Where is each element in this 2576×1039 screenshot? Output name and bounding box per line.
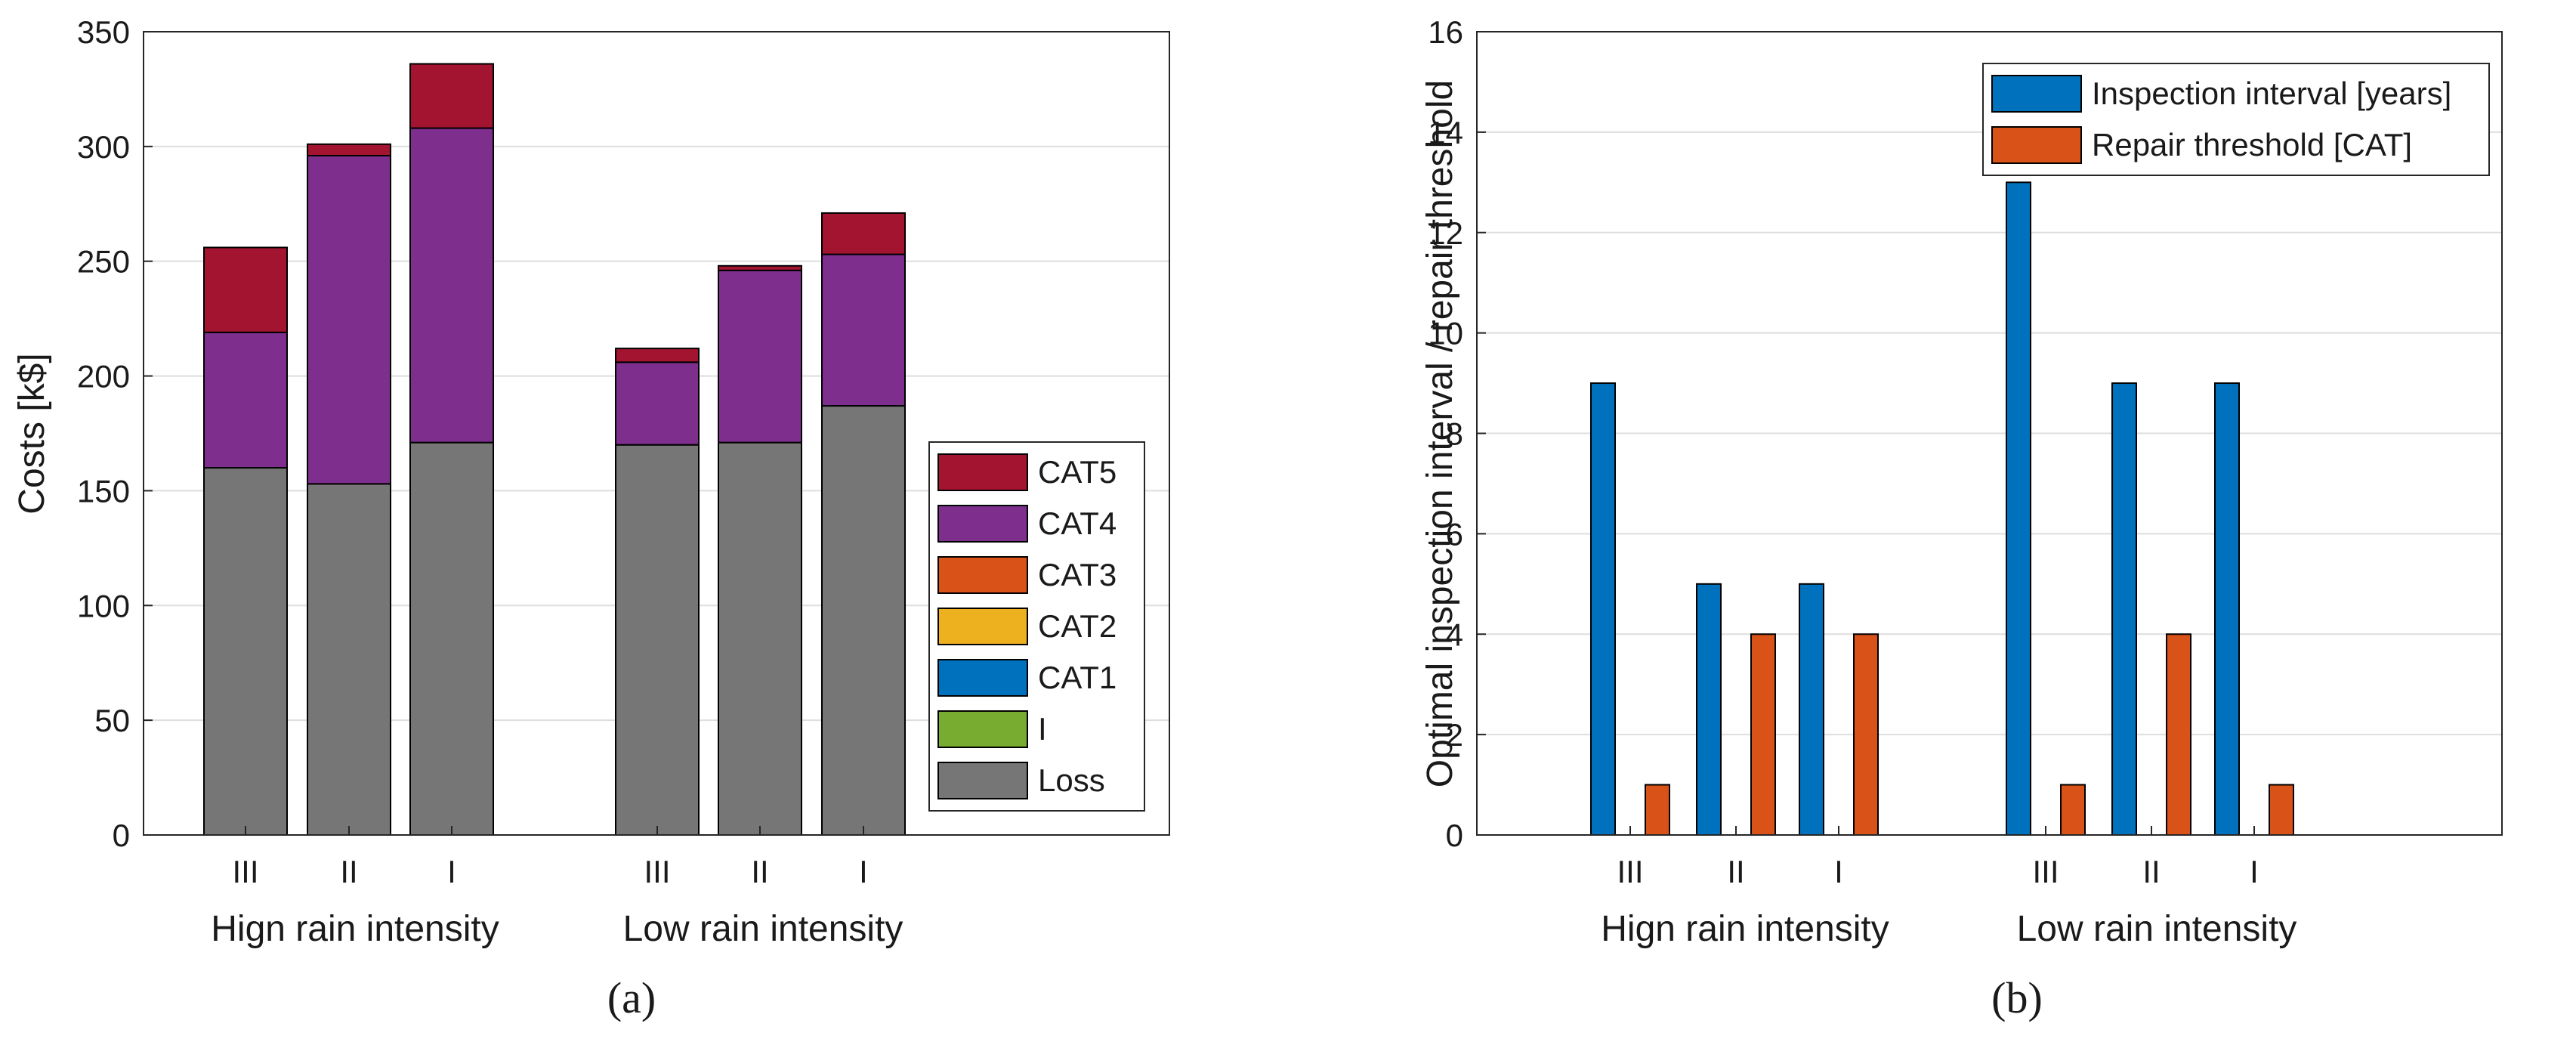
- legend-label: CAT5: [1038, 454, 1117, 490]
- bar-repair-threshold: [2166, 633, 2191, 836]
- a-legend: CAT5 CAT4 CAT3 CAT2 CAT1 I Loss: [928, 441, 1145, 812]
- legend-swatch: [937, 608, 1028, 645]
- legend-label: CAT2: [1038, 608, 1117, 644]
- x-tick-label: II: [751, 854, 768, 889]
- legend-label: I: [1038, 711, 1047, 747]
- y-tick-label: 14: [1428, 115, 1463, 150]
- y-tick-label: 300: [77, 129, 130, 165]
- y-tick-label: 12: [1428, 215, 1463, 251]
- bar-inspection-interval: [1590, 382, 1616, 836]
- bar-inspection-interval: [1696, 583, 1722, 836]
- bar-segment-loss: [307, 483, 391, 836]
- y-tick-label: 10: [1428, 316, 1463, 351]
- a-y-ticks: 0 50 100 150 200 250 300 350: [77, 14, 153, 853]
- legend-swatch: [937, 659, 1028, 697]
- x-tick-label: II: [1727, 854, 1744, 889]
- bar-repair-threshold: [1645, 784, 1670, 836]
- bar-segment-cat5: [718, 264, 802, 271]
- legend-swatch: [937, 505, 1028, 543]
- bar-segment-cat4: [615, 361, 700, 446]
- bar-inspection-interval: [1799, 583, 1824, 836]
- bar-repair-threshold: [1853, 633, 1879, 836]
- legend-swatch: [1991, 126, 2082, 164]
- y-tick-label: 50: [94, 703, 130, 738]
- a-group-label-low: Low rain intensity: [623, 909, 903, 949]
- legend-label: Repair threshold [CAT]: [2092, 127, 2412, 162]
- y-tick-label: 100: [77, 588, 130, 623]
- x-tick-label: I: [2250, 854, 2259, 889]
- x-tick-label: III: [232, 854, 258, 889]
- bar-segment-cat5: [307, 143, 391, 157]
- bar-segment-loss: [409, 441, 494, 836]
- y-tick-label: 0: [113, 818, 130, 853]
- legend-label: CAT3: [1038, 557, 1117, 592]
- x-tick-label: I: [447, 854, 456, 889]
- legend-label: CAT1: [1038, 660, 1117, 695]
- legend-swatch: [937, 556, 1028, 594]
- b-legend: Inspection interval [years] Repair thresh…: [1982, 63, 2490, 176]
- b-gridlines: [1477, 131, 2502, 736]
- b-y-axis-label: Optimal inspection interval / repair thr…: [1420, 80, 1460, 787]
- bar-repair-threshold: [2060, 784, 2086, 836]
- b-group-label-high: Hign rain intensity: [1601, 909, 1889, 949]
- bar-segment-loss: [615, 444, 700, 836]
- legend-swatch: [937, 762, 1028, 799]
- bar-segment-cat4: [203, 331, 288, 469]
- x-tick-label: III: [644, 854, 670, 889]
- bar-segment-cat4: [307, 155, 391, 485]
- bar-segment-loss: [203, 467, 288, 836]
- bar-segment-cat4: [409, 127, 494, 444]
- x-tick-label: III: [1617, 854, 1643, 889]
- a-x-ticks: III II I III II I: [232, 826, 868, 889]
- y-tick-label: 150: [77, 473, 130, 509]
- a-group-label-high: Hign rain intensity: [211, 909, 499, 949]
- y-tick-label: 350: [77, 14, 130, 50]
- x-tick-label: I: [859, 854, 868, 889]
- bar-segment-cat5: [615, 348, 700, 363]
- b-group-label-low: Low rain intensity: [2017, 909, 2297, 949]
- bar-repair-threshold: [1750, 633, 1776, 836]
- bar-segment-cat4: [821, 253, 906, 407]
- y-tick-label: 8: [1446, 416, 1463, 452]
- b-panel-label: (b): [1991, 973, 2043, 1022]
- b-y-ticks: 0 2 4 6 8 10 12 14 16: [1428, 14, 1486, 853]
- legend-label: Loss: [1038, 762, 1105, 798]
- y-tick-label: 0: [1446, 818, 1463, 853]
- a-bars: [203, 63, 906, 836]
- legend-swatch: [937, 453, 1028, 491]
- a-y-axis-label: Costs [k$]: [12, 353, 52, 514]
- x-tick-label: III: [2032, 854, 2059, 889]
- legend-swatch: [1991, 75, 2082, 113]
- bar-inspection-interval: [2006, 181, 2031, 836]
- bar-segment-cat5: [203, 246, 288, 333]
- x-tick-label: I: [1834, 854, 1843, 889]
- x-tick-label: II: [2142, 854, 2160, 889]
- bar-inspection-interval: [2214, 382, 2240, 836]
- y-tick-label: 16: [1428, 14, 1463, 50]
- y-tick-label: 4: [1446, 617, 1463, 652]
- bar-segment-loss: [718, 441, 802, 836]
- bar-segment-cat5: [821, 212, 906, 255]
- a-panel-label: (a): [607, 973, 656, 1022]
- bar-inspection-interval: [2111, 382, 2137, 836]
- bar-segment-cat4: [718, 269, 802, 444]
- bar-repair-threshold: [2269, 784, 2294, 836]
- bar-segment-loss: [821, 405, 906, 836]
- bar-segment-cat5: [409, 63, 494, 129]
- b-bars: [1590, 181, 2294, 836]
- x-tick-label: II: [340, 854, 357, 889]
- y-tick-label: 2: [1446, 717, 1463, 753]
- y-tick-label: 200: [77, 359, 130, 394]
- y-tick-label: 250: [77, 244, 130, 280]
- y-tick-label: 6: [1446, 516, 1463, 552]
- legend-label: Inspection interval [years]: [2092, 76, 2451, 111]
- legend-swatch: [937, 710, 1028, 748]
- b-x-ticks: III II I III II I: [1617, 826, 2259, 889]
- legend-label: CAT4: [1038, 506, 1117, 541]
